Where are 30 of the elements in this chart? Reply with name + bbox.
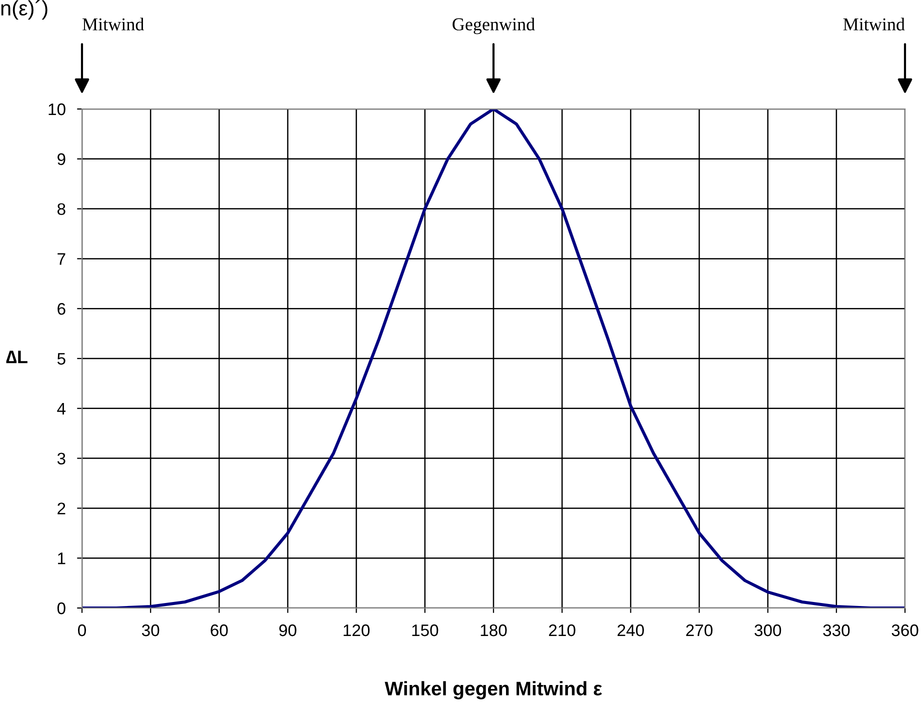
y-tick-label: 8: [57, 203, 66, 216]
y-tick-label: 3: [57, 452, 66, 465]
y-tick-label: 2: [58, 502, 66, 514]
x-axis-title: Winkel gegen Mitwind ε: [384, 681, 602, 700]
x-tick-label: 90: [279, 624, 296, 636]
x-tick-label: 210: [549, 624, 576, 636]
x-tick-label: 30: [142, 624, 160, 636]
x-tick-label: 60: [210, 624, 228, 636]
text: n(ε)´): [1, 0, 48, 20]
y-tick-label: 0: [57, 602, 66, 614]
y-tick-label: 9: [58, 153, 66, 166]
y-tick-label: 7: [58, 253, 66, 265]
x-tick-label: 330: [823, 624, 850, 636]
x-tick-label: 0: [78, 624, 86, 636]
text: Gegenwind: [452, 18, 535, 34]
y-tick-label: 5: [57, 353, 66, 365]
text: Mitwind: [843, 18, 905, 30]
y-tick-label: 10: [48, 103, 66, 116]
x-tick-label: 360: [892, 624, 918, 636]
x-tick-label: 150: [412, 624, 438, 636]
x-tick-label: 240: [618, 624, 644, 636]
y-tick-label: 6: [58, 303, 66, 315]
x-tick-label: 120: [344, 624, 370, 636]
y-tick-label: 4: [57, 402, 66, 414]
x-tick-label: 270: [686, 624, 713, 636]
y-tick-label: 1: [58, 552, 66, 564]
x-tick-label: 300: [754, 624, 782, 636]
y-axis-title: ∆L: [6, 350, 28, 364]
x-tick-label: 180: [480, 624, 507, 636]
text: Mitwind: [82, 18, 144, 30]
